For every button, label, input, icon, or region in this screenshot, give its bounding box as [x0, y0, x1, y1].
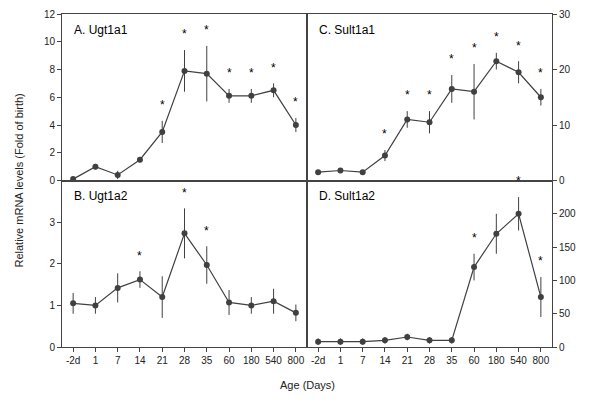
svg-text:*: * [382, 127, 387, 141]
svg-text:3: 3 [49, 217, 55, 228]
svg-text:7: 7 [360, 355, 366, 366]
svg-text:1: 1 [93, 355, 99, 366]
svg-text:2: 2 [49, 258, 55, 269]
svg-text:180: 180 [488, 355, 505, 366]
svg-text:100: 100 [559, 275, 576, 286]
svg-text:35: 35 [446, 355, 458, 366]
svg-text:35: 35 [201, 355, 213, 366]
svg-text:21: 21 [157, 355, 169, 366]
svg-text:*: * [271, 61, 276, 75]
svg-text:200: 200 [559, 208, 576, 219]
svg-text:12: 12 [44, 9, 56, 20]
svg-text:28: 28 [179, 355, 191, 366]
svg-text:20: 20 [559, 64, 571, 75]
svg-text:*: * [472, 41, 477, 55]
svg-text:*: * [427, 88, 432, 102]
svg-text:8: 8 [49, 64, 55, 75]
svg-text:*: * [227, 66, 232, 80]
svg-text:10: 10 [559, 120, 571, 131]
svg-text:*: * [494, 30, 499, 44]
svg-text:*: * [137, 249, 142, 263]
svg-text:60: 60 [223, 355, 235, 366]
svg-text:50: 50 [559, 308, 571, 319]
svg-text:0: 0 [49, 175, 55, 186]
svg-text:*: * [538, 254, 543, 268]
svg-text:*: * [516, 39, 521, 53]
svg-text:*: * [182, 27, 187, 41]
svg-text:30: 30 [559, 9, 571, 20]
svg-text:540: 540 [510, 355, 527, 366]
svg-text:800: 800 [288, 355, 305, 366]
svg-text:180: 180 [243, 355, 260, 366]
svg-text:*: * [449, 52, 454, 66]
svg-text:A. Ugt1a1: A. Ugt1a1 [74, 23, 128, 37]
svg-text:*: * [293, 95, 298, 109]
svg-text:*: * [249, 66, 254, 80]
svg-text:800: 800 [533, 355, 550, 366]
svg-text:*: * [182, 186, 187, 200]
svg-text:*: * [204, 23, 209, 37]
svg-text:28: 28 [424, 355, 436, 366]
svg-text:-2d: -2d [66, 355, 80, 366]
svg-text:0: 0 [559, 342, 565, 353]
svg-text:4: 4 [49, 120, 55, 131]
svg-text:6: 6 [49, 92, 55, 103]
svg-text:0: 0 [49, 342, 55, 353]
svg-text:C. Sult1a1: C. Sult1a1 [319, 23, 375, 37]
svg-text:14: 14 [134, 355, 146, 366]
svg-text:*: * [472, 231, 477, 245]
svg-text:*: * [405, 88, 410, 102]
svg-text:Relative mRNA levels (Fold of: Relative mRNA levels (Fold of birth) [13, 93, 25, 267]
svg-text:1: 1 [49, 300, 55, 311]
svg-text:*: * [160, 98, 165, 112]
svg-text:150: 150 [559, 242, 576, 253]
svg-text:10: 10 [44, 36, 56, 47]
svg-text:2: 2 [49, 147, 55, 158]
svg-text:21: 21 [402, 355, 414, 366]
svg-text:14: 14 [379, 355, 391, 366]
svg-text:60: 60 [468, 355, 480, 366]
svg-text:Age (Days): Age (Days) [280, 379, 335, 391]
svg-text:*: * [204, 224, 209, 238]
svg-text:540: 540 [265, 355, 282, 366]
svg-text:*: * [538, 66, 543, 80]
svg-text:B. Ugt1a2: B. Ugt1a2 [74, 189, 128, 203]
svg-text:7: 7 [115, 355, 121, 366]
svg-text:-2d: -2d [311, 355, 325, 366]
svg-text:1: 1 [338, 355, 344, 366]
svg-text:D. Sult1a2: D. Sult1a2 [319, 189, 375, 203]
svg-text:0: 0 [559, 175, 565, 186]
svg-text:*: * [516, 174, 521, 188]
